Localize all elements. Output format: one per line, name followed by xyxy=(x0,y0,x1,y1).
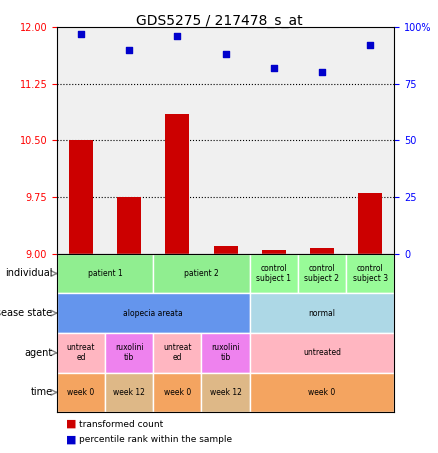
Text: percentile rank within the sample: percentile rank within the sample xyxy=(79,435,232,444)
Text: control
subject 1: control subject 1 xyxy=(256,264,291,283)
Bar xyxy=(69,140,93,254)
Text: ruxolini
tib: ruxolini tib xyxy=(211,343,240,362)
Text: time: time xyxy=(30,387,53,397)
Text: patient 1: patient 1 xyxy=(88,269,123,278)
Text: week 0: week 0 xyxy=(67,388,95,397)
Text: alopecia areata: alopecia areata xyxy=(124,308,183,318)
FancyBboxPatch shape xyxy=(105,333,153,372)
Text: untreat
ed: untreat ed xyxy=(67,343,95,362)
Point xyxy=(270,64,277,72)
FancyBboxPatch shape xyxy=(346,254,394,294)
FancyBboxPatch shape xyxy=(153,372,201,412)
Text: patient 2: patient 2 xyxy=(184,269,219,278)
Text: ■: ■ xyxy=(66,419,76,429)
Text: untreat
ed: untreat ed xyxy=(163,343,192,362)
FancyBboxPatch shape xyxy=(250,372,394,412)
Text: week 12: week 12 xyxy=(113,388,145,397)
Text: individual: individual xyxy=(5,269,53,279)
Text: disease state: disease state xyxy=(0,308,53,318)
Text: GDS5275 / 217478_s_at: GDS5275 / 217478_s_at xyxy=(136,14,302,28)
FancyBboxPatch shape xyxy=(57,372,105,412)
Text: transformed count: transformed count xyxy=(79,419,163,429)
FancyBboxPatch shape xyxy=(250,254,298,294)
FancyBboxPatch shape xyxy=(57,294,250,333)
FancyBboxPatch shape xyxy=(153,333,201,372)
FancyBboxPatch shape xyxy=(57,333,105,372)
Text: agent: agent xyxy=(25,348,53,358)
Bar xyxy=(117,197,141,254)
Point xyxy=(367,42,374,49)
FancyBboxPatch shape xyxy=(153,254,250,294)
FancyBboxPatch shape xyxy=(105,372,153,412)
FancyBboxPatch shape xyxy=(57,254,153,294)
Text: ■: ■ xyxy=(66,435,76,445)
Point xyxy=(318,69,325,76)
Text: normal: normal xyxy=(308,308,336,318)
FancyBboxPatch shape xyxy=(250,294,394,333)
Text: control
subject 3: control subject 3 xyxy=(353,264,388,283)
Bar xyxy=(261,250,286,254)
FancyBboxPatch shape xyxy=(201,333,250,372)
Text: week 0: week 0 xyxy=(308,388,336,397)
Text: ruxolini
tib: ruxolini tib xyxy=(115,343,144,362)
Point xyxy=(222,51,229,58)
Point xyxy=(78,30,85,38)
Point xyxy=(174,33,181,40)
Bar xyxy=(165,114,189,254)
Text: week 12: week 12 xyxy=(210,388,241,397)
Text: week 0: week 0 xyxy=(164,388,191,397)
Text: control
subject 2: control subject 2 xyxy=(304,264,339,283)
FancyBboxPatch shape xyxy=(250,333,394,372)
Bar xyxy=(213,246,237,254)
FancyBboxPatch shape xyxy=(298,254,346,294)
FancyBboxPatch shape xyxy=(201,372,250,412)
Bar xyxy=(358,193,382,254)
Text: untreated: untreated xyxy=(303,348,341,357)
Point xyxy=(126,46,133,53)
Bar xyxy=(310,248,334,254)
